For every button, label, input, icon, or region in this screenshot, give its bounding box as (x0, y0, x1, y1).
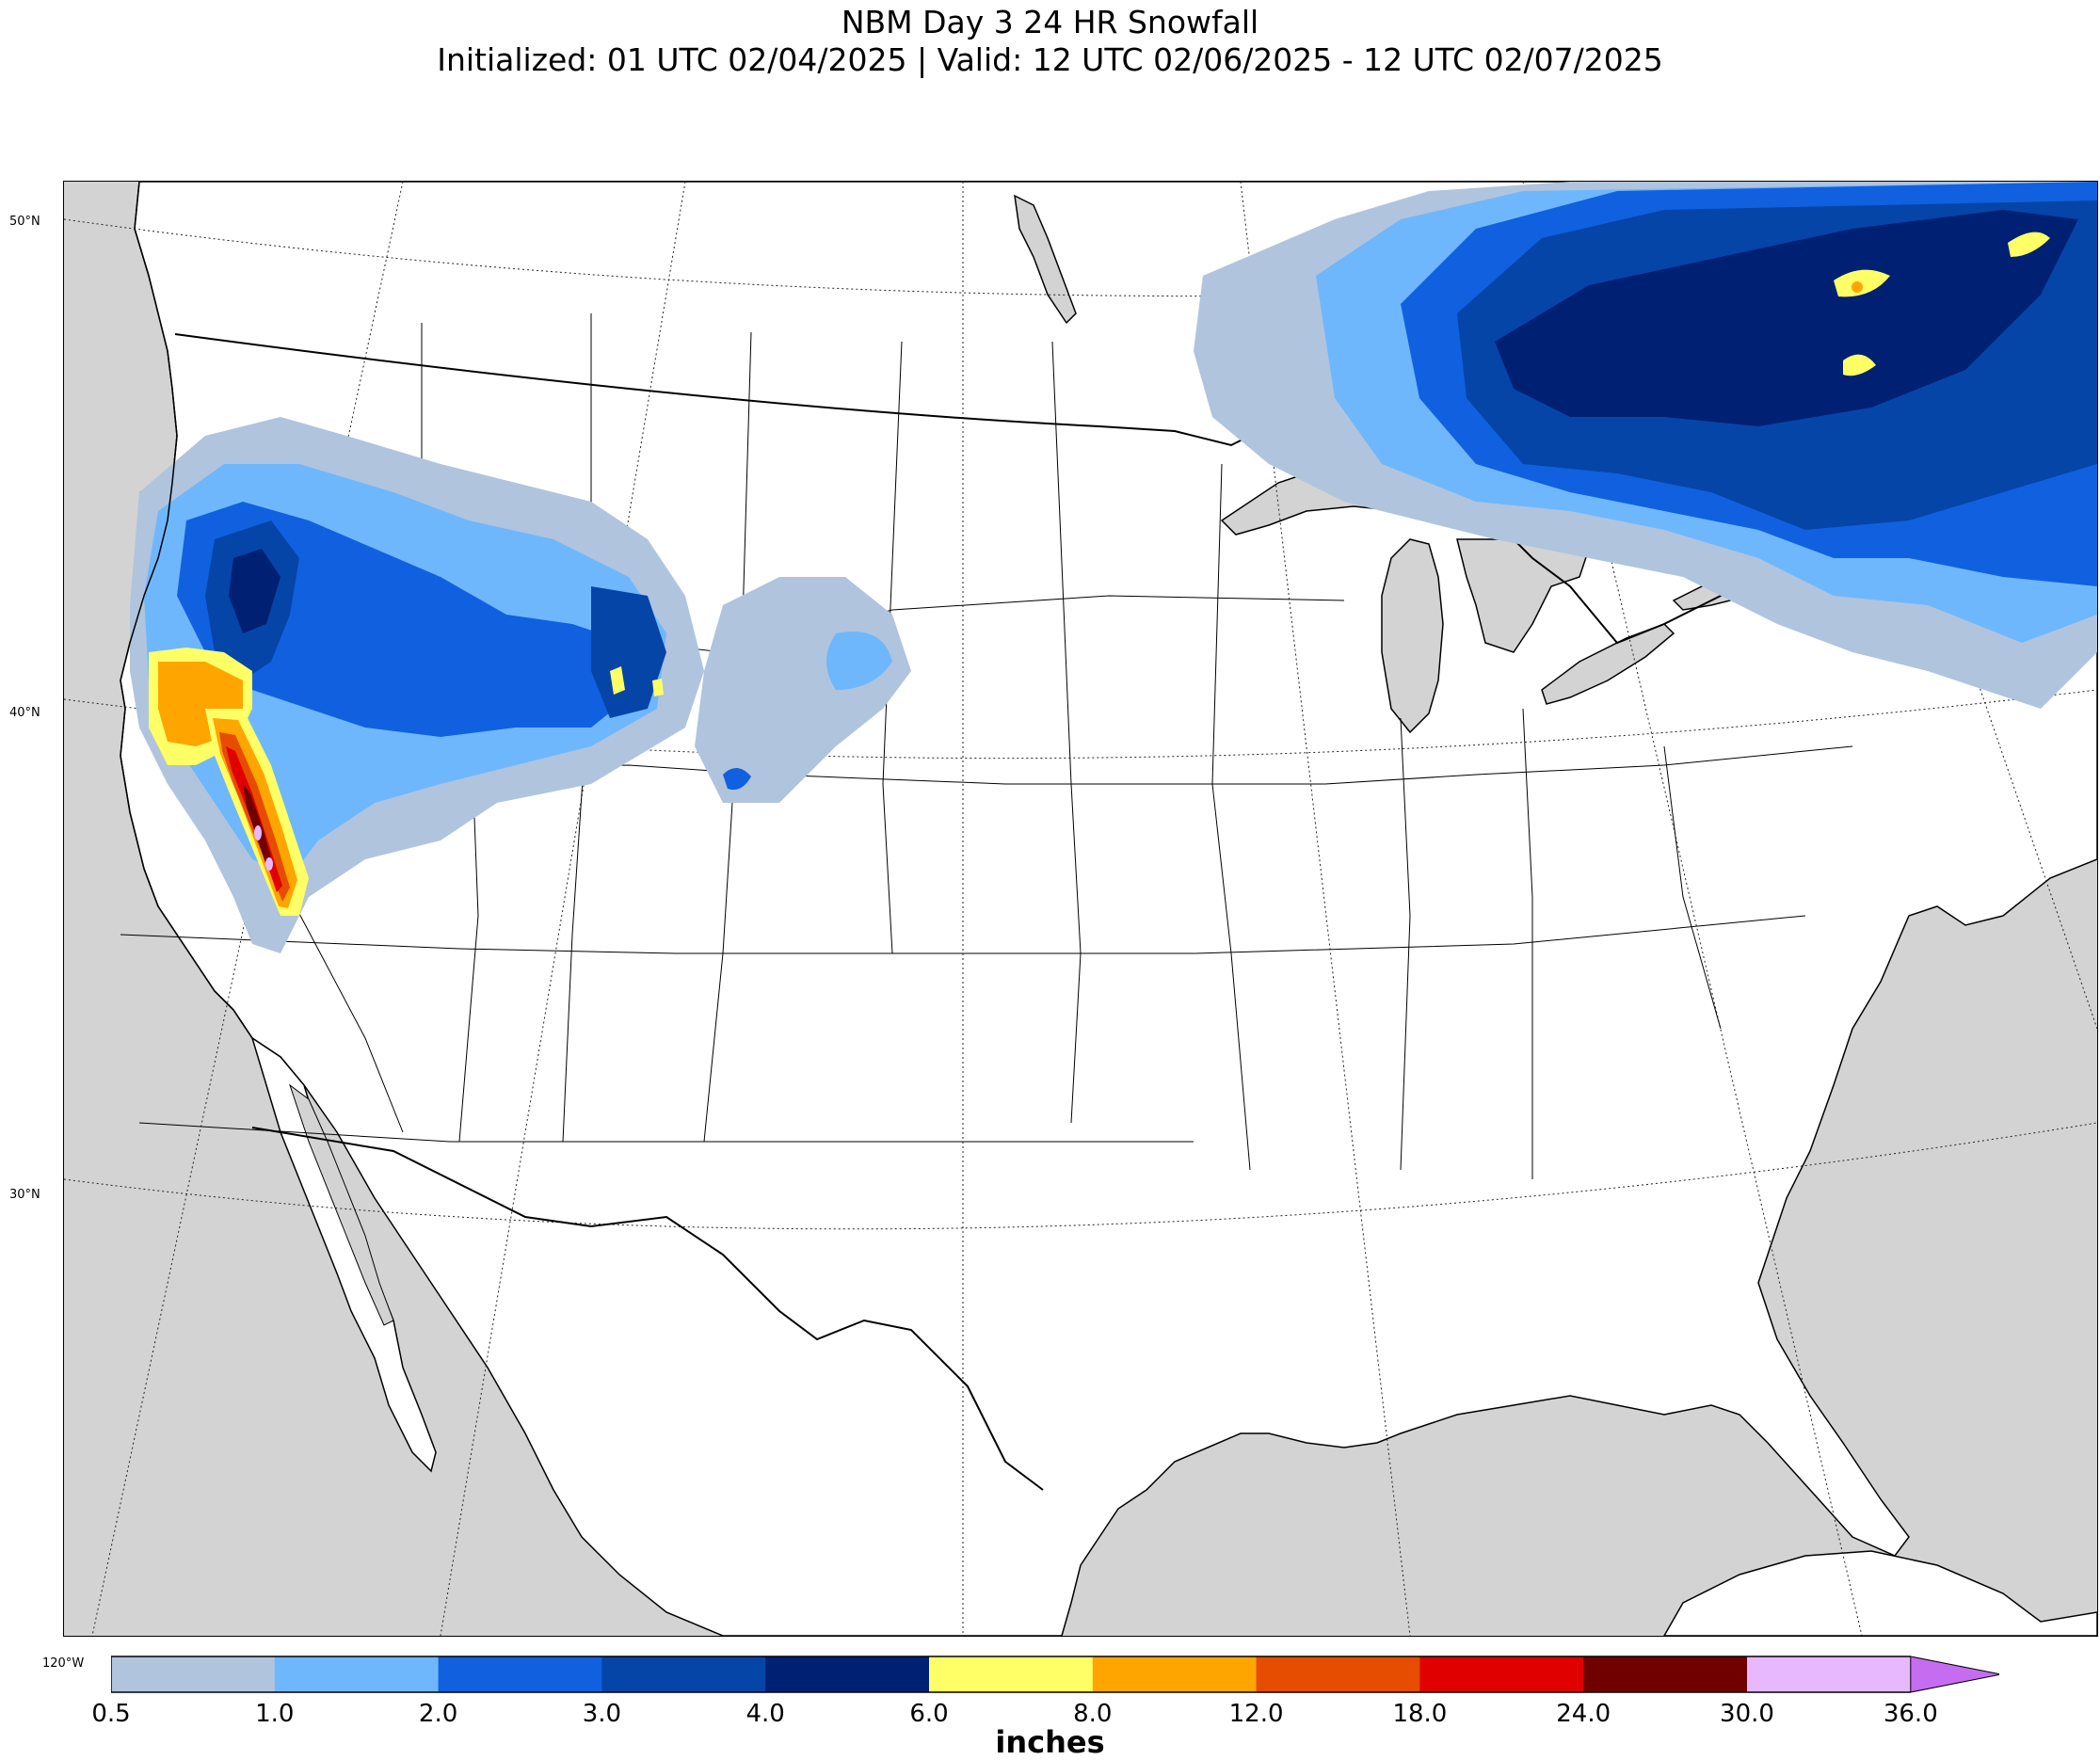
colorbar-tick-label: 2.0 (418, 1700, 458, 1728)
west-coastline (120, 182, 253, 1039)
snowfall-shading (130, 182, 2097, 953)
colorbar-tick-label: 30.0 (1720, 1700, 1774, 1728)
colorbar-tick-label: 12.0 (1228, 1700, 1284, 1728)
map-panel (63, 181, 2098, 1637)
colorbar-tick-label: 18.0 (1392, 1700, 1448, 1728)
gulf-of-california (289, 1083, 394, 1326)
snow-1-plains (826, 632, 892, 690)
lake-winnipeg (1014, 194, 1077, 325)
snow-30-sierra-2 (265, 857, 273, 871)
colorbar (111, 1656, 1999, 1693)
land-cuba (1663, 1550, 2097, 1636)
colorbar-segment (1419, 1656, 1584, 1692)
colorbar-tick-label: 6.0 (909, 1700, 949, 1728)
colorbar-segment (1583, 1656, 1748, 1692)
colorbar-segment (1092, 1656, 1258, 1692)
colorbar-segment (601, 1656, 766, 1692)
colorbar-segment (765, 1656, 930, 1692)
colorbar-segment (1747, 1656, 1912, 1692)
snow-6-east-2 (2008, 232, 2050, 257)
country-borders (174, 333, 2097, 1491)
map-subtitle: Initialized: 01 UTC 02/04/2025 | Valid: … (437, 41, 1663, 78)
colorbar-tick-label: 36.0 (1883, 1700, 1938, 1728)
lake-michigan (1381, 538, 1444, 734)
colorbar-tick-label: 24.0 (1556, 1700, 1611, 1728)
snow-3-wy (591, 586, 666, 718)
snow-2-plains (723, 767, 751, 791)
colorbar-units: inches (995, 1724, 1105, 1760)
colorbar-segment (111, 1656, 276, 1692)
colorbar-tick-label: 0.5 (91, 1700, 131, 1728)
colorbar-segment (929, 1656, 1094, 1692)
snow-4-or (229, 549, 281, 633)
colorbar-tick-label: 8.0 (1073, 1700, 1113, 1728)
snow-4-east (1495, 210, 2078, 426)
snow-6-east-3 (1843, 354, 1876, 376)
snow-6-east-1 (1834, 269, 1890, 297)
colorbar-extend-arrow (1910, 1656, 1999, 1693)
colorbar-tick-label: 4.0 (745, 1700, 785, 1728)
colorbar-segment (1256, 1656, 1420, 1692)
lon-label-120w: 120°W (42, 1656, 85, 1671)
lake-erie (1541, 623, 1675, 705)
colorbar-segment (438, 1656, 602, 1692)
snow-30-sierra-1 (254, 825, 262, 840)
snowfall-map (64, 182, 2097, 1636)
lat-label-40: 40°N (9, 706, 40, 720)
colorbar-segment (274, 1656, 440, 1692)
colorbar-tick-label: 1.0 (255, 1700, 295, 1728)
map-title: NBM Day 3 24 HR Snowfall (841, 4, 1259, 40)
lat-label-50: 50°N (9, 215, 40, 229)
snow-6-wy (610, 666, 625, 695)
snow-8-east (1852, 281, 1863, 293)
colorbar-tick-label: 3.0 (582, 1700, 622, 1728)
snow-6-wy2 (652, 679, 664, 696)
lat-label-30: 30°N (9, 1188, 40, 1202)
